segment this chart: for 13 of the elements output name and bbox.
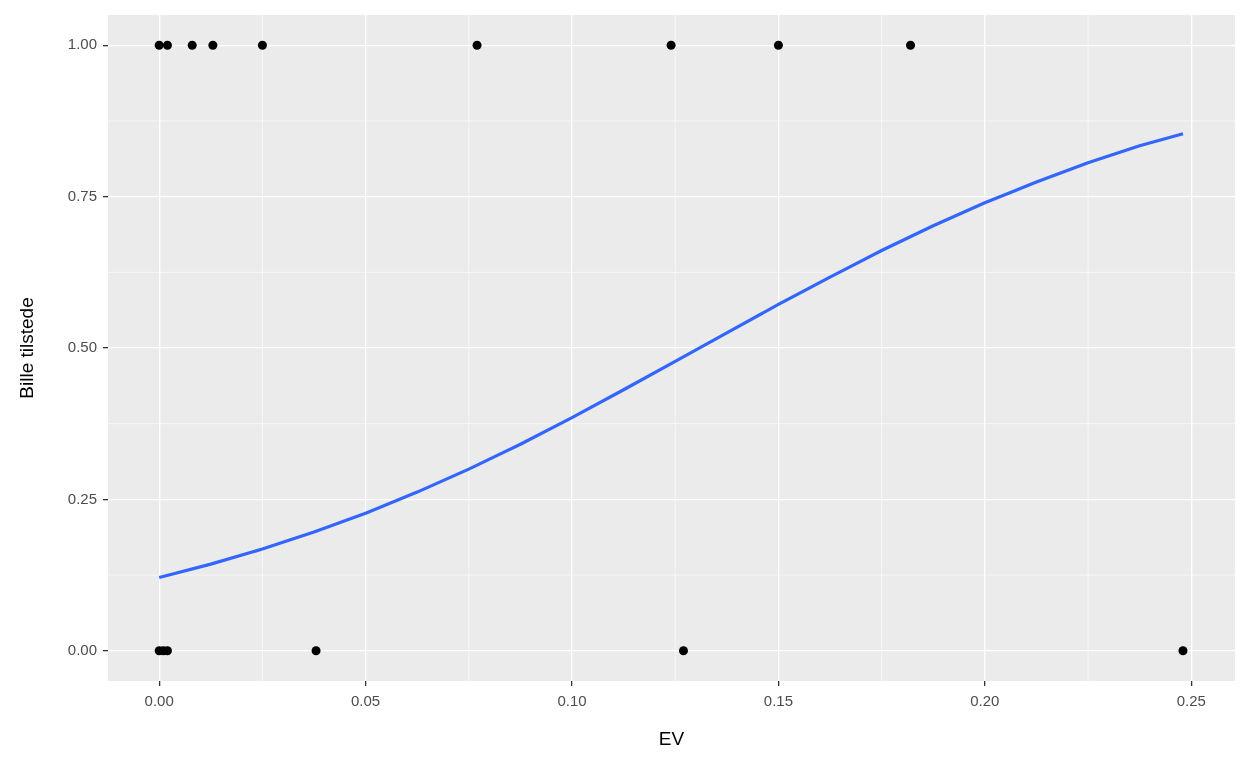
x-tick-label: 0.05 — [351, 692, 381, 710]
x-tick-label: 0.10 — [557, 692, 587, 710]
x-tick-label: 0.25 — [1176, 692, 1206, 710]
y-tick-label: 0.00 — [67, 640, 97, 658]
y-axis-title: Bille tilstede — [15, 297, 37, 399]
y-tick-label: 1.00 — [67, 35, 97, 53]
y-tick-label: 0.50 — [67, 338, 97, 356]
y-tick-label: 0.25 — [67, 489, 97, 507]
x-tick-label: 0.15 — [763, 692, 794, 710]
x-tick-label: 0.20 — [970, 692, 1000, 710]
x-tick-label: 0.00 — [144, 692, 174, 710]
x-axis-title: EV — [658, 727, 685, 749]
y-tick-label: 0.75 — [67, 186, 97, 204]
